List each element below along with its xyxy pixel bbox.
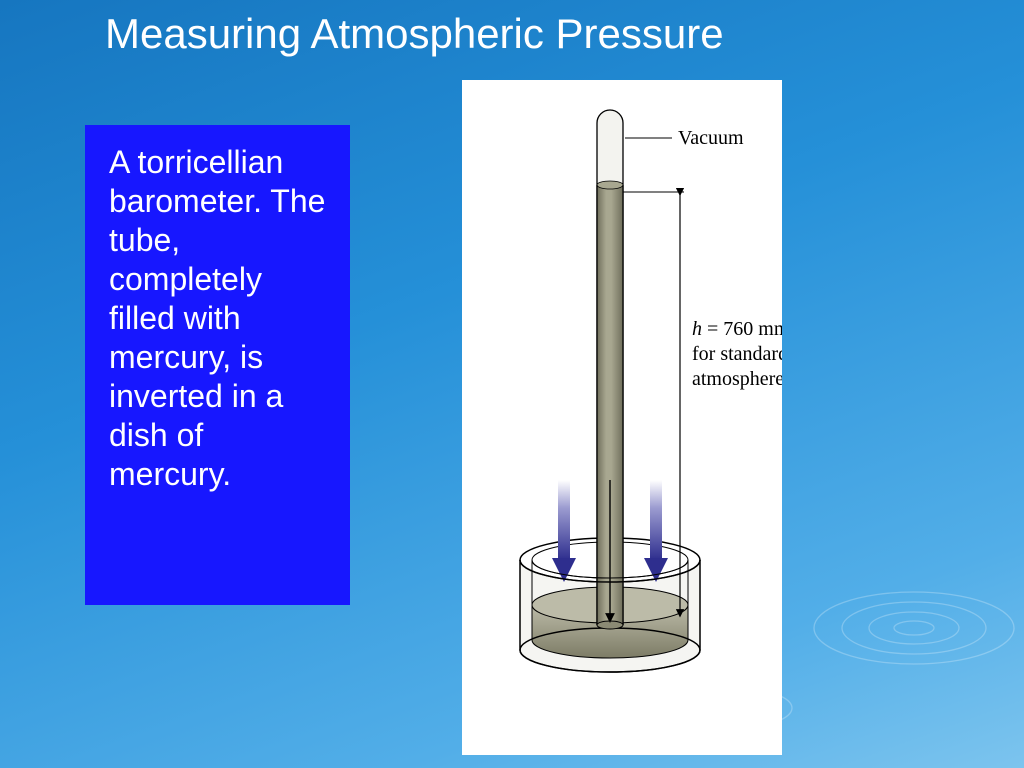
vacuum-label: Vacuum [625,127,744,149]
height-line2: for standard [692,343,782,365]
svg-text:h = 760 mm Hg: h = 760 mm Hg [692,318,782,340]
slide-body-text: A torricellian barometer. The tube, comp… [85,125,350,605]
height-line3: atmosphere [692,368,782,390]
slide-title: Measuring Atmospheric Pressure [105,10,724,58]
barometer-diagram: Vacuum h = 760 mm Hg for standard atmosp… [462,80,782,755]
height-value: = 760 mm Hg [702,318,782,340]
vacuum-text: Vacuum [678,127,744,149]
height-h: h [692,318,702,340]
